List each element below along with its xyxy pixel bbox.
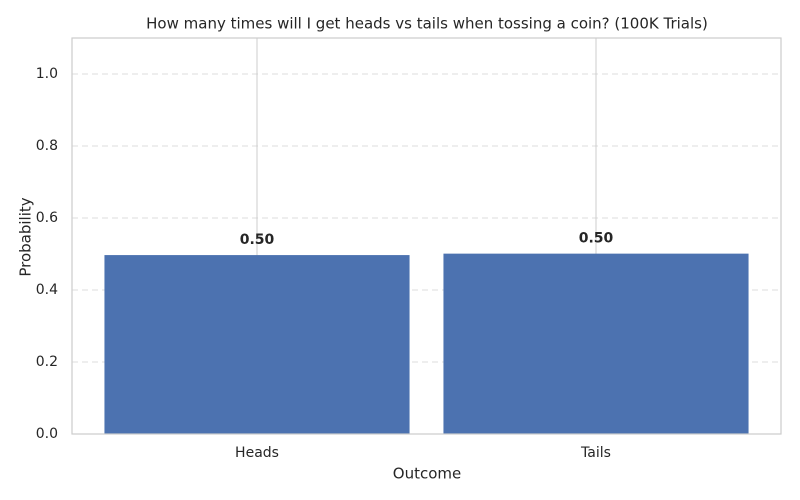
x-tick-label: Tails bbox=[580, 445, 611, 461]
plot-frame bbox=[71, 37, 782, 435]
value-label: 0.50 bbox=[240, 232, 275, 248]
bar bbox=[104, 255, 410, 434]
y-axis-label: Probability bbox=[17, 197, 35, 276]
chart-title: How many times will I get heads vs tails… bbox=[146, 15, 708, 33]
y-tick-label: 1.0 bbox=[36, 66, 58, 82]
value-label: 0.50 bbox=[579, 231, 614, 247]
y-tick-label: 0.4 bbox=[36, 282, 58, 298]
bar bbox=[443, 253, 749, 434]
y-tick-label: 0.0 bbox=[36, 426, 58, 442]
y-tick-label: 0.6 bbox=[36, 210, 58, 226]
y-tick-label: 0.2 bbox=[36, 354, 58, 370]
y-tick-label: 0.8 bbox=[36, 138, 58, 154]
x-axis-label: Outcome bbox=[393, 465, 461, 483]
x-tick-label: Heads bbox=[235, 445, 279, 461]
